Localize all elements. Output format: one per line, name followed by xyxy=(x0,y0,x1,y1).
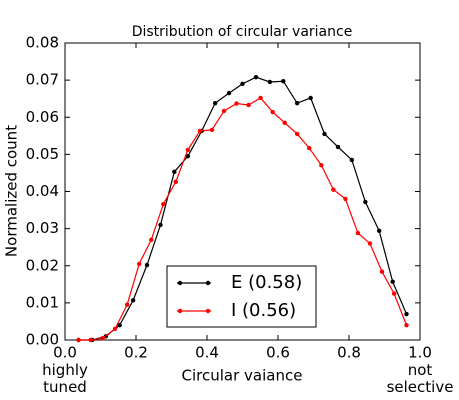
y-axis-label: Normalized count xyxy=(3,125,21,257)
x-tick-label: 0.4 xyxy=(195,344,219,362)
data-point xyxy=(246,102,251,108)
data-point xyxy=(112,326,118,332)
x-tick-label: 0.0 xyxy=(53,344,77,362)
data-point xyxy=(390,279,395,284)
data-point xyxy=(173,179,178,185)
data-point xyxy=(404,311,409,317)
series-line xyxy=(78,97,408,341)
legend-swatch xyxy=(177,280,183,286)
chart-title: Distribution of circular variance xyxy=(132,24,353,40)
y-tick-label: 0.07 xyxy=(26,71,59,89)
y-tick-label: 0.06 xyxy=(26,108,59,126)
data-point xyxy=(209,127,215,133)
data-point xyxy=(404,322,409,328)
data-point xyxy=(185,147,191,153)
x-tick-label: 0.8 xyxy=(337,344,361,362)
data-point xyxy=(197,128,203,134)
data-point xyxy=(355,230,361,236)
data-point xyxy=(212,100,218,106)
data-point xyxy=(253,74,259,80)
data-point xyxy=(158,222,163,228)
data-point xyxy=(349,157,355,163)
legend: E (0.58) I (0.56) xyxy=(166,265,317,328)
data-point xyxy=(376,228,382,234)
y-tick-label: 0.00 xyxy=(26,331,59,349)
data-point xyxy=(267,79,273,85)
data-point xyxy=(76,337,81,343)
data-point xyxy=(322,131,327,137)
legend-label: I (0.56) xyxy=(231,300,296,321)
legend-swatch xyxy=(177,308,183,314)
data-point xyxy=(258,95,263,101)
data-point xyxy=(172,169,177,175)
data-point xyxy=(343,196,348,202)
data-point xyxy=(367,241,373,246)
data-point xyxy=(331,187,336,192)
data-point xyxy=(294,131,300,137)
data-point xyxy=(136,261,142,267)
data-point xyxy=(234,101,239,106)
data-point xyxy=(294,100,300,106)
legend-swatch xyxy=(205,280,211,286)
y-tick-label: 0.03 xyxy=(26,219,59,237)
data-point xyxy=(379,269,385,274)
y-tick-label: 0.08 xyxy=(26,34,59,52)
annotation: not selective xyxy=(387,361,454,396)
data-point xyxy=(221,108,227,114)
y-tick-label: 0.02 xyxy=(26,256,59,274)
data-point xyxy=(391,291,397,296)
x-tick-label: 0.6 xyxy=(266,344,290,362)
data-point xyxy=(161,201,166,207)
legend-box xyxy=(166,265,317,328)
y-tick-label: 0.05 xyxy=(26,145,59,163)
x-tick-label: 0.2 xyxy=(124,344,148,362)
data-point xyxy=(319,162,324,168)
data-point xyxy=(149,237,154,242)
legend-swatch xyxy=(205,308,211,314)
data-point xyxy=(270,109,275,115)
data-point xyxy=(281,79,286,84)
data-point xyxy=(226,90,232,96)
data-point xyxy=(100,335,105,341)
x-tick-label: 1.0 xyxy=(408,344,432,362)
data-point xyxy=(124,302,130,307)
data-point xyxy=(363,199,368,205)
data-point xyxy=(185,154,191,159)
data-point xyxy=(308,95,313,101)
y-tick-label: 0.04 xyxy=(26,182,59,200)
y-tick-label: 0.01 xyxy=(26,293,59,311)
data-point xyxy=(240,81,245,87)
data-point xyxy=(307,145,312,151)
data-point xyxy=(117,322,122,328)
data-point xyxy=(130,298,136,303)
data-point xyxy=(282,120,287,126)
data-point xyxy=(88,337,93,343)
data-point xyxy=(335,144,341,150)
annotation: highly tuned xyxy=(42,361,88,396)
legend-label: E (0.58) xyxy=(231,272,302,293)
data-point xyxy=(144,262,150,268)
x-axis-label: Circular vaiance xyxy=(182,367,303,385)
